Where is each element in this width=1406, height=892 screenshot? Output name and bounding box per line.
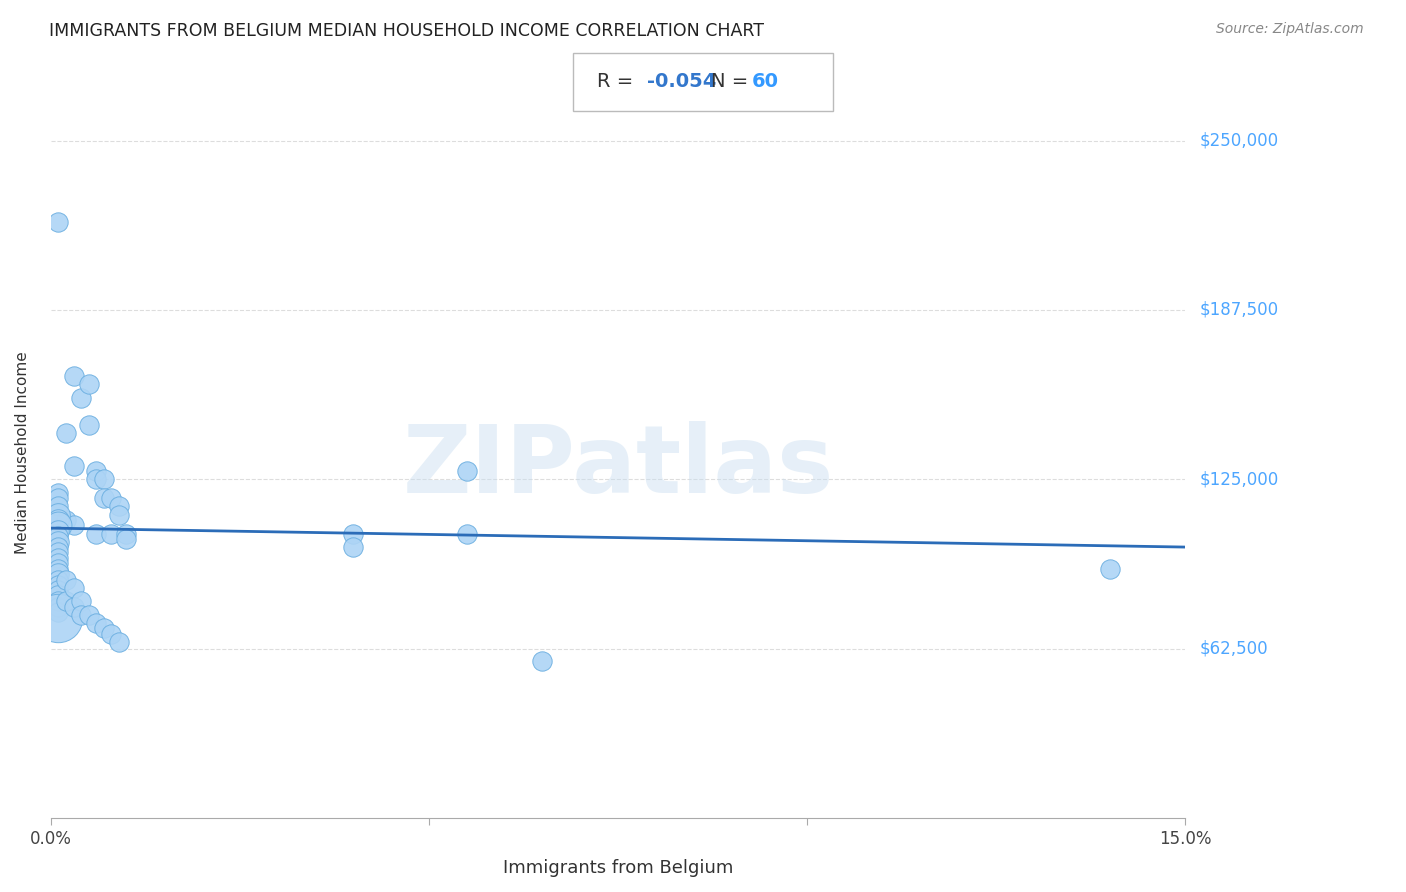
- Point: [55, 426, 77, 441]
- Point: [100, 526, 122, 541]
- Point: [48, 594, 70, 608]
- Point: [456, 464, 478, 478]
- Text: $250,000: $250,000: [1199, 131, 1278, 150]
- Point: [1098, 562, 1121, 576]
- Point: [115, 526, 138, 541]
- Text: IMMIGRANTS FROM BELGIUM MEDIAN HOUSEHOLD INCOME CORRELATION CHART: IMMIGRANTS FROM BELGIUM MEDIAN HOUSEHOLD…: [49, 22, 765, 40]
- X-axis label: Immigrants from Belgium: Immigrants from Belgium: [503, 859, 734, 877]
- Point: [48, 599, 70, 614]
- Point: [55, 594, 77, 608]
- Point: [48, 567, 70, 582]
- Point: [48, 562, 70, 576]
- Text: N =: N =: [710, 72, 754, 91]
- Point: [48, 573, 70, 587]
- Point: [48, 605, 70, 619]
- Point: [115, 532, 138, 546]
- Text: 60: 60: [751, 72, 779, 91]
- Point: [48, 557, 70, 571]
- Point: [62, 458, 84, 473]
- Point: [48, 610, 70, 624]
- Point: [84, 472, 107, 486]
- Point: [108, 635, 131, 649]
- Point: [77, 607, 100, 622]
- Point: [48, 508, 70, 522]
- Point: [84, 526, 107, 541]
- Point: [48, 491, 70, 506]
- Point: [531, 654, 554, 668]
- Point: [48, 540, 70, 554]
- Point: [62, 599, 84, 614]
- Point: [48, 486, 70, 500]
- Point: [48, 513, 70, 527]
- Point: [108, 508, 131, 522]
- Text: ZIPatlas: ZIPatlas: [402, 421, 834, 513]
- Point: [48, 545, 70, 559]
- Point: [55, 513, 77, 527]
- Point: [48, 529, 70, 543]
- Point: [62, 581, 84, 595]
- Point: [48, 215, 70, 229]
- Point: [48, 500, 70, 514]
- Y-axis label: Median Household Income: Median Household Income: [15, 351, 30, 554]
- Point: [48, 550, 70, 565]
- Point: [100, 627, 122, 641]
- Point: [342, 540, 364, 554]
- Point: [84, 464, 107, 478]
- Point: [70, 594, 93, 608]
- Text: -0.054: -0.054: [647, 72, 717, 91]
- Point: [48, 589, 70, 603]
- Point: [93, 472, 115, 486]
- Point: [84, 615, 107, 630]
- Point: [93, 491, 115, 506]
- Point: [48, 534, 70, 549]
- Point: [456, 526, 478, 541]
- Point: [48, 583, 70, 598]
- Point: [77, 377, 100, 392]
- Text: R =: R =: [596, 72, 640, 91]
- Text: $62,500: $62,500: [1199, 640, 1268, 657]
- Point: [342, 526, 364, 541]
- Point: [48, 524, 70, 538]
- Text: $125,000: $125,000: [1199, 470, 1278, 488]
- Point: [77, 418, 100, 433]
- Point: [48, 518, 70, 533]
- Point: [108, 500, 131, 514]
- Point: [55, 573, 77, 587]
- Point: [48, 578, 70, 592]
- Point: [93, 621, 115, 635]
- Point: [62, 369, 84, 384]
- Point: [62, 518, 84, 533]
- Point: [100, 491, 122, 506]
- Point: [70, 607, 93, 622]
- Text: Source: ZipAtlas.com: Source: ZipAtlas.com: [1216, 22, 1364, 37]
- Point: [70, 391, 93, 405]
- Text: $187,500: $187,500: [1199, 301, 1278, 319]
